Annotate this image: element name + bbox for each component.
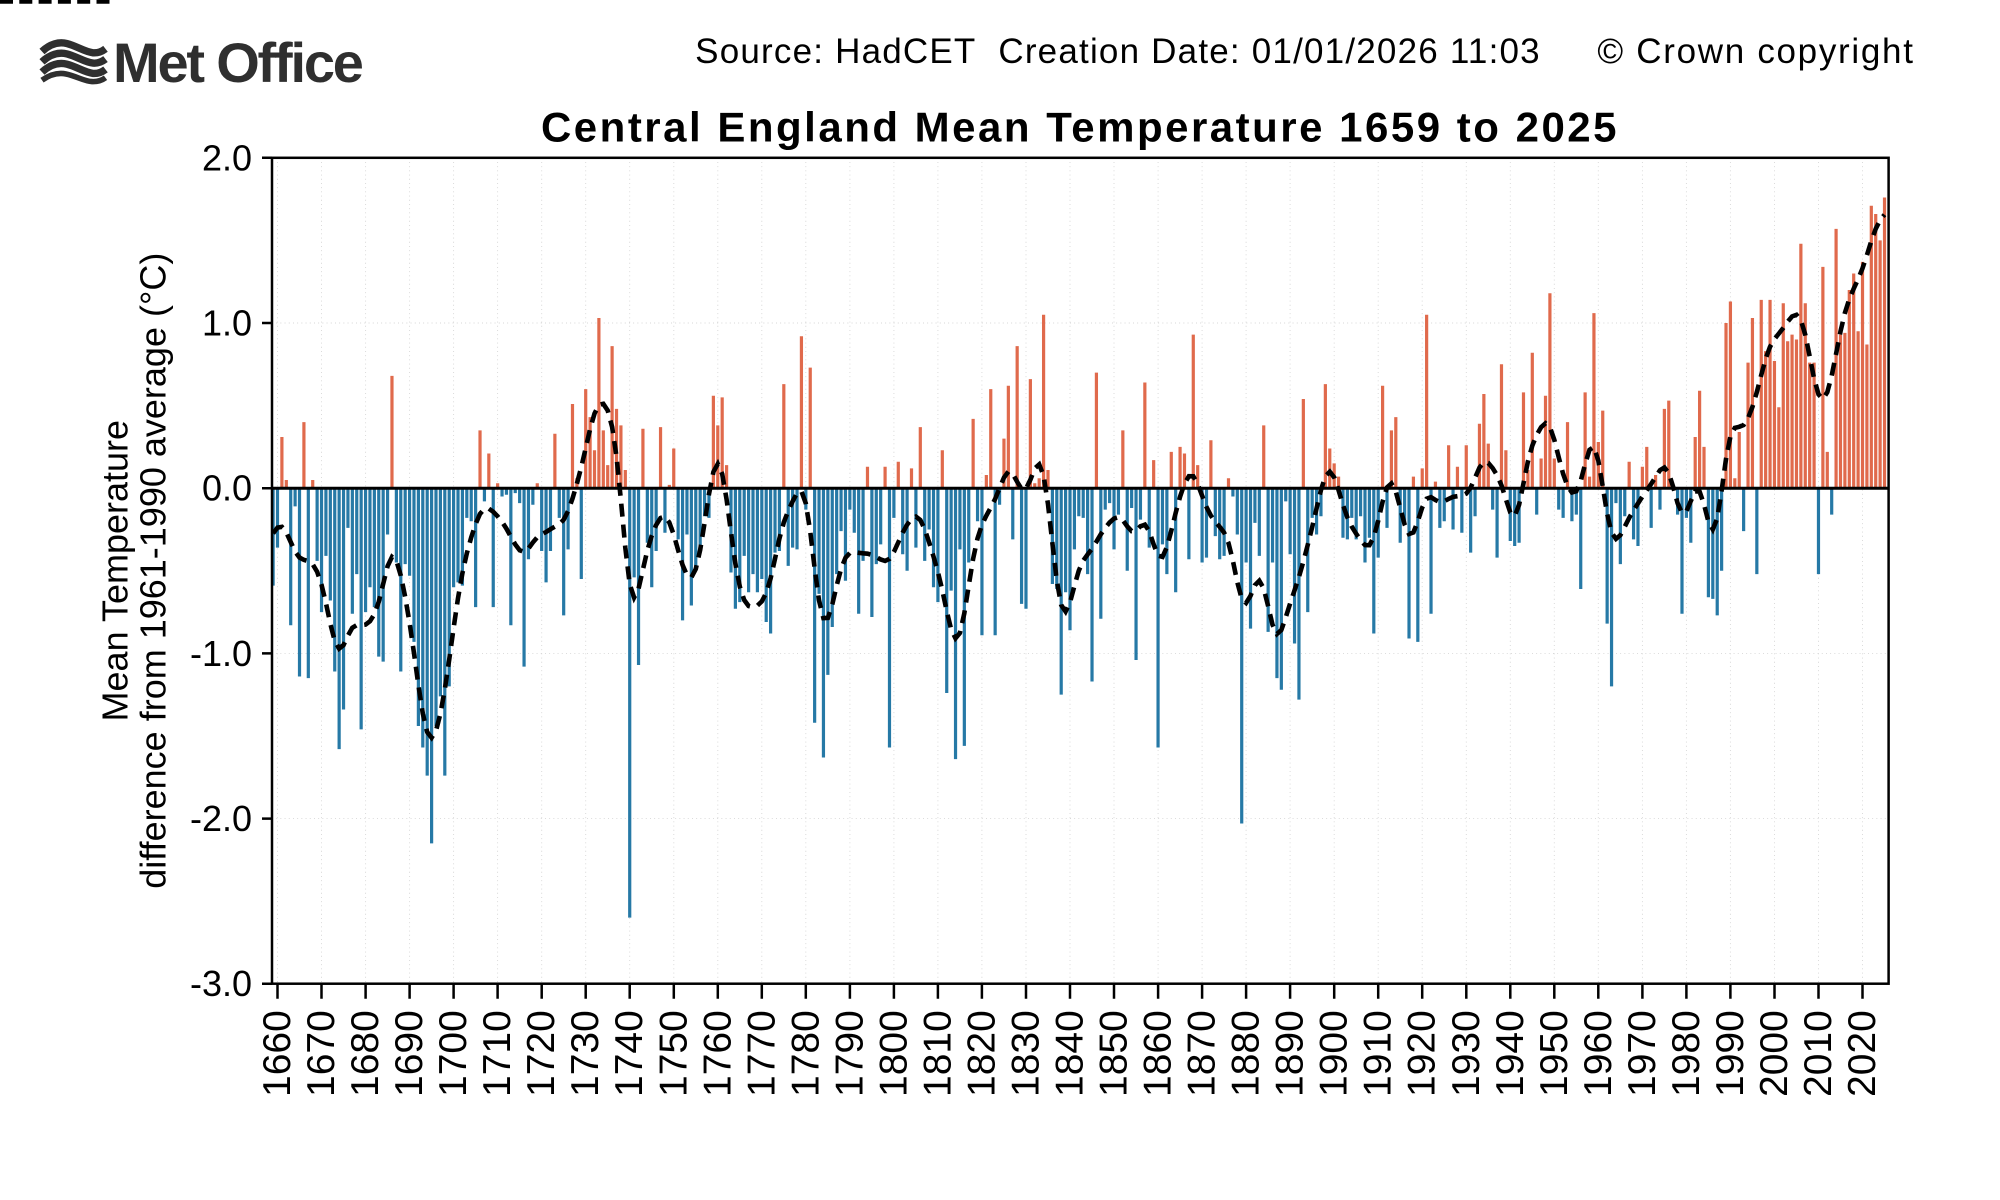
- svg-text:1.0: 1.0: [202, 303, 252, 344]
- svg-text:1790: 1790: [828, 1010, 871, 1097]
- svg-text:2010: 2010: [1797, 1010, 1840, 1097]
- svg-text:Met Office: Met Office: [113, 31, 363, 94]
- svg-text:1980: 1980: [1665, 1010, 1708, 1097]
- svg-text:-1.0: -1.0: [190, 633, 252, 674]
- svg-text:1840: 1840: [1049, 1010, 1092, 1097]
- svg-text:-3.0: -3.0: [190, 963, 252, 1004]
- svg-text:Source: HadCET Creation Date:: Source: HadCET Creation Date: 01/01/2026…: [695, 32, 1541, 71]
- svg-text:1940: 1940: [1489, 1010, 1532, 1097]
- svg-text:1660: 1660: [256, 1010, 299, 1097]
- svg-text:1860: 1860: [1137, 1010, 1180, 1097]
- svg-text:1740: 1740: [608, 1010, 651, 1097]
- svg-text:1900: 1900: [1313, 1010, 1356, 1097]
- svg-text:1750: 1750: [652, 1010, 695, 1097]
- svg-text:1730: 1730: [564, 1010, 607, 1097]
- svg-text:0.0: 0.0: [202, 468, 252, 509]
- svg-text:1800: 1800: [872, 1010, 915, 1097]
- svg-text:1910: 1910: [1357, 1010, 1400, 1097]
- svg-text:1990: 1990: [1709, 1010, 1752, 1097]
- svg-text:1760: 1760: [696, 1010, 739, 1097]
- svg-text:1880: 1880: [1225, 1010, 1268, 1097]
- svg-text:1950: 1950: [1533, 1010, 1576, 1097]
- svg-text:-2.0: -2.0: [190, 798, 252, 839]
- svg-text:1820: 1820: [960, 1010, 1003, 1097]
- svg-text:1870: 1870: [1181, 1010, 1224, 1097]
- svg-text:2.0: 2.0: [202, 137, 252, 178]
- svg-text:1970: 1970: [1621, 1010, 1664, 1097]
- svg-text:1810: 1810: [916, 1010, 959, 1097]
- svg-text:1670: 1670: [300, 1010, 343, 1097]
- svg-text:Mean Temperature: Mean Temperature: [95, 420, 136, 722]
- svg-text:1680: 1680: [344, 1010, 387, 1097]
- svg-text:© Crown copyright: © Crown copyright: [1597, 32, 1914, 71]
- svg-text:difference from 1961-1990 aver: difference from 1961-1990 average (°C): [133, 253, 174, 889]
- svg-text:1920: 1920: [1401, 1010, 1444, 1097]
- svg-text:1930: 1930: [1445, 1010, 1488, 1097]
- svg-text:1710: 1710: [476, 1010, 519, 1097]
- svg-text:1960: 1960: [1577, 1010, 1620, 1097]
- svg-text:1770: 1770: [740, 1010, 783, 1097]
- svg-text:Central England Mean Temperatu: Central England Mean Temperature 1659 to…: [541, 104, 1619, 151]
- svg-text:1830: 1830: [1005, 1010, 1048, 1097]
- svg-text:1850: 1850: [1093, 1010, 1136, 1097]
- svg-text:1890: 1890: [1269, 1010, 1312, 1097]
- svg-text:1690: 1690: [388, 1010, 431, 1097]
- svg-text:1780: 1780: [784, 1010, 827, 1097]
- svg-text:1720: 1720: [520, 1010, 563, 1097]
- svg-text:2020: 2020: [1841, 1010, 1884, 1097]
- svg-text:1700: 1700: [432, 1010, 475, 1097]
- svg-text:2000: 2000: [1753, 1010, 1796, 1097]
